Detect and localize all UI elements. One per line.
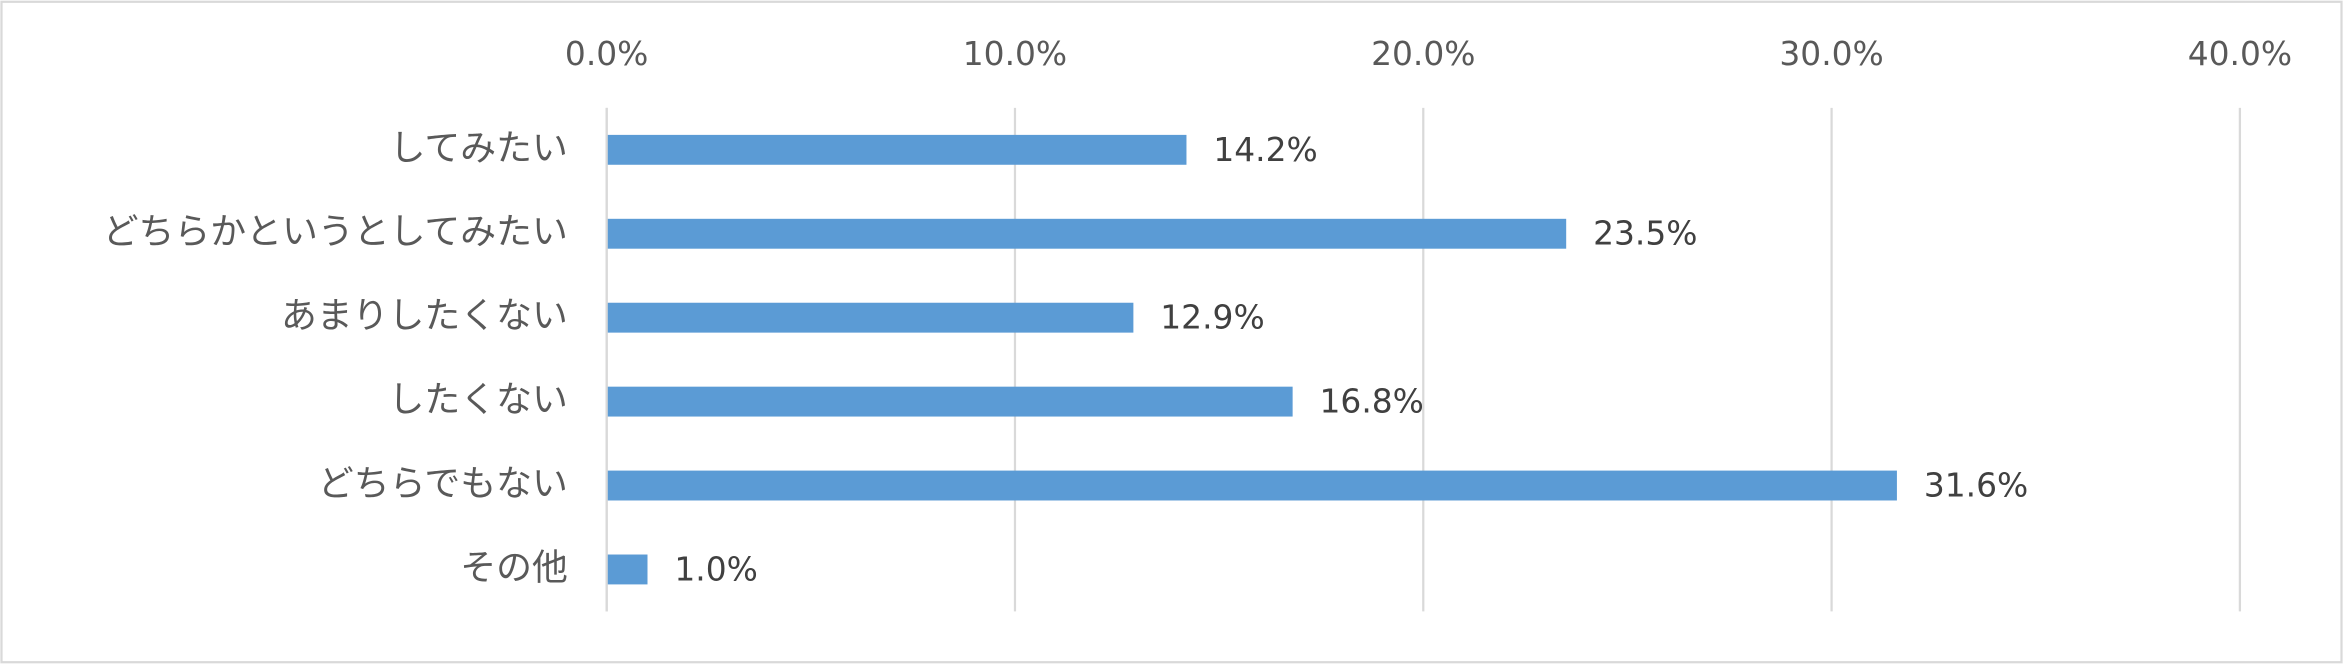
bar: [606, 302, 1134, 333]
x-tick-label: 20.0%: [1371, 34, 1475, 73]
y-tick-label: どちらでもない: [318, 464, 568, 505]
bar: [606, 134, 1187, 165]
x-tick-label: 10.0%: [963, 34, 1067, 73]
x-tick-label: 40.0%: [2188, 34, 2292, 73]
y-tick-label: あまりしたくない: [281, 296, 568, 337]
bar: [606, 386, 1293, 417]
value-label: 14.2%: [1213, 130, 1317, 169]
x-tick-label: 0.0%: [565, 34, 648, 73]
bar: [606, 554, 648, 585]
value-label: 23.5%: [1593, 214, 1697, 253]
y-tick-label: その他: [460, 547, 568, 588]
y-tick-label: したくない: [389, 380, 568, 421]
value-label: 16.8%: [1320, 382, 1424, 421]
value-label: 1.0%: [674, 549, 757, 588]
bar: [606, 218, 1567, 249]
x-tick-label: 30.0%: [1779, 34, 1883, 73]
y-tick-label: どちらかというとしてみたい: [103, 212, 568, 253]
value-label: 12.9%: [1160, 298, 1264, 337]
bar: [606, 470, 1897, 501]
y-tick-label: してみたい: [390, 128, 568, 169]
value-label: 31.6%: [1924, 466, 2028, 505]
